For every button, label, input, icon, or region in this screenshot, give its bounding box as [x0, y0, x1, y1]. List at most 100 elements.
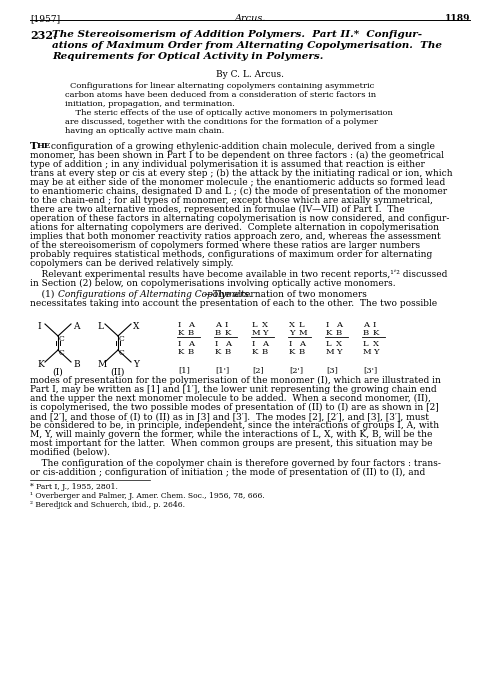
- Text: K: K: [178, 348, 184, 356]
- Text: The steric effects of the use of optically active monomers in polymerisation: The steric effects of the use of optical…: [65, 109, 393, 117]
- Text: Configurations for linear alternating copolymers containing asymmetric: Configurations for linear alternating co…: [70, 82, 374, 90]
- Text: (II): (II): [110, 368, 124, 377]
- Text: L: L: [97, 322, 103, 331]
- Text: implies that both monomer reactivity ratios approach zero, and, whereas the asse: implies that both monomer reactivity rat…: [30, 232, 441, 241]
- Text: I: I: [37, 322, 40, 331]
- Text: type of addition ; in any individual polymerisation it is assumed that reaction : type of addition ; in any individual pol…: [30, 160, 425, 169]
- Text: B: B: [188, 329, 194, 337]
- Text: * Part I, J., 1955, 2801.: * Part I, J., 1955, 2801.: [30, 483, 118, 491]
- Text: operation of these factors in alternating copolymerisation is now considered, an: operation of these factors in alternatin…: [30, 214, 450, 223]
- Text: Configurations of Alternating Copolymers.: Configurations of Alternating Copolymers…: [58, 290, 252, 299]
- Text: A: A: [215, 321, 221, 329]
- Text: I: I: [178, 340, 182, 348]
- Text: The Stereoisomerism of Addition Polymers.  Part II.*  Configur-: The Stereoisomerism of Addition Polymers…: [52, 30, 422, 39]
- Text: Relevant experimental results have become available in two recent reports,¹ʹ² di: Relevant experimental results have becom…: [30, 270, 448, 279]
- Text: B: B: [262, 348, 268, 356]
- Text: most important for the latter.  When common groups are present, this situation m: most important for the latter. When comm…: [30, 439, 432, 448]
- Text: necessitates taking into account the presentation of each to the other.  The two: necessitates taking into account the pre…: [30, 299, 437, 308]
- Text: C: C: [59, 349, 65, 357]
- Text: Y: Y: [336, 348, 342, 356]
- Text: C: C: [59, 335, 65, 343]
- Text: may be at either side of the monomer molecule ; the enantiomeric adducts so form: may be at either side of the monomer mol…: [30, 178, 446, 187]
- Text: (1): (1): [30, 290, 57, 299]
- Text: and [2′], and those of (I) to (II) as in [3] and [3′].  The modes [2], [2′], and: and [2′], and those of (I) to (II) as in…: [30, 412, 429, 421]
- Text: M, Y, will mainly govern the former, while the interactions of L, X, with K, B, : M, Y, will mainly govern the former, whi…: [30, 430, 432, 439]
- Text: 1189: 1189: [444, 14, 470, 23]
- Text: A: A: [188, 340, 194, 348]
- Text: modes of presentation for the polymerisation of the monomer (I), which are illus: modes of presentation for the polymerisa…: [30, 376, 441, 385]
- Text: L: L: [252, 321, 258, 329]
- Text: M: M: [326, 348, 334, 356]
- Text: —The alternation of two monomers: —The alternation of two monomers: [204, 290, 367, 299]
- Text: HE: HE: [37, 142, 52, 150]
- Text: ations of Maximum Order from Alternating Copolymerisation.  The: ations of Maximum Order from Alternating…: [52, 41, 442, 50]
- Text: [1']: [1']: [215, 366, 229, 374]
- Text: A: A: [336, 321, 342, 329]
- Text: T: T: [30, 142, 38, 151]
- Text: monomer, has been shown in Part I to be dependent on three factors : (a) the geo: monomer, has been shown in Part I to be …: [30, 151, 444, 160]
- Text: is copolymerised, the two possible modes of presentation of (II) to (I) are as s: is copolymerised, the two possible modes…: [30, 403, 439, 412]
- Text: trans at every step or cis at every step ; (b) the attack by the initiating radi: trans at every step or cis at every step…: [30, 169, 452, 178]
- Text: Requirements for Optical Activity in Polymers.: Requirements for Optical Activity in Pol…: [52, 52, 324, 61]
- Text: K: K: [289, 348, 296, 356]
- Text: C: C: [119, 335, 125, 343]
- Text: Y: Y: [262, 329, 268, 337]
- Text: K: K: [178, 329, 184, 337]
- Text: B: B: [299, 348, 305, 356]
- Text: B: B: [73, 360, 80, 369]
- Text: probably requires statistical methods, configurations of maximum order for alter: probably requires statistical methods, c…: [30, 250, 432, 259]
- Text: K: K: [215, 348, 222, 356]
- Text: [1]: [1]: [178, 366, 190, 374]
- Text: X: X: [289, 321, 295, 329]
- Text: A: A: [188, 321, 194, 329]
- Text: copolymers can be derived relatively simply.: copolymers can be derived relatively sim…: [30, 259, 234, 268]
- Text: K: K: [373, 329, 380, 337]
- Text: Arcus.: Arcus.: [234, 14, 266, 23]
- Text: I: I: [289, 340, 292, 348]
- Text: carbon atoms have been deduced from a consideration of steric factors in: carbon atoms have been deduced from a co…: [65, 91, 376, 99]
- Text: [1957]: [1957]: [30, 14, 60, 23]
- Text: A: A: [262, 340, 268, 348]
- Text: ² Beredjick and Schuerch, ibid., p. 2646.: ² Beredjick and Schuerch, ibid., p. 2646…: [30, 501, 185, 509]
- Text: M: M: [252, 329, 260, 337]
- Text: Y: Y: [133, 360, 139, 369]
- Text: The configuration of the copolymer chain is therefore governed by four factors :: The configuration of the copolymer chain…: [30, 459, 441, 468]
- Text: B: B: [225, 348, 231, 356]
- Text: K: K: [252, 348, 258, 356]
- Text: of the stereoisomerism of copolymers formed where these ratios are larger number: of the stereoisomerism of copolymers for…: [30, 241, 420, 250]
- Text: initiation, propagation, and termination.: initiation, propagation, and termination…: [65, 100, 235, 108]
- Text: [2']: [2']: [289, 366, 303, 374]
- Text: M: M: [363, 348, 372, 356]
- Text: and the upper the next monomer molecule to be added.  When a second monomer, (II: and the upper the next monomer molecule …: [30, 394, 431, 403]
- Text: I: I: [373, 321, 376, 329]
- Text: [3']: [3']: [363, 366, 378, 374]
- Text: K: K: [37, 360, 44, 369]
- Text: B: B: [363, 329, 369, 337]
- Text: be considered to be, in principle, independent, since the interactions of groups: be considered to be, in principle, indep…: [30, 421, 439, 430]
- Text: ¹ Overberger and Palmer, J. Amer. Chem. Soc., 1956, 78, 666.: ¹ Overberger and Palmer, J. Amer. Chem. …: [30, 492, 265, 500]
- Text: X: X: [373, 340, 379, 348]
- Text: having an optically active main chain.: having an optically active main chain.: [65, 127, 224, 135]
- Text: there are two alternative modes, represented in formulae (IV—VII) of Part I.  Th: there are two alternative modes, represe…: [30, 205, 405, 214]
- Text: L: L: [326, 340, 332, 348]
- Text: L: L: [363, 340, 368, 348]
- Text: B: B: [336, 329, 342, 337]
- Text: By C. L. Arcus.: By C. L. Arcus.: [216, 70, 284, 79]
- Text: to enantiomeric chains, designated D and L ; (c) the mode of presentation of the: to enantiomeric chains, designated D and…: [30, 187, 447, 196]
- Text: B: B: [215, 329, 221, 337]
- Text: B: B: [188, 348, 194, 356]
- Text: C: C: [119, 349, 125, 357]
- Text: are discussed, together with the conditions for the formation of a polymer: are discussed, together with the conditi…: [65, 118, 378, 126]
- Text: ations for alternating copolymers are derived.  Complete alternation in copolyme: ations for alternating copolymers are de…: [30, 223, 439, 232]
- Text: A: A: [363, 321, 369, 329]
- Text: I: I: [178, 321, 182, 329]
- Text: X: X: [133, 322, 140, 331]
- Text: L: L: [299, 321, 304, 329]
- Text: I: I: [225, 321, 228, 329]
- Text: M: M: [97, 360, 106, 369]
- Text: Y: Y: [373, 348, 378, 356]
- Text: modified (below).: modified (below).: [30, 448, 110, 457]
- Text: Y: Y: [289, 329, 294, 337]
- Text: I: I: [326, 321, 330, 329]
- Text: K: K: [326, 329, 332, 337]
